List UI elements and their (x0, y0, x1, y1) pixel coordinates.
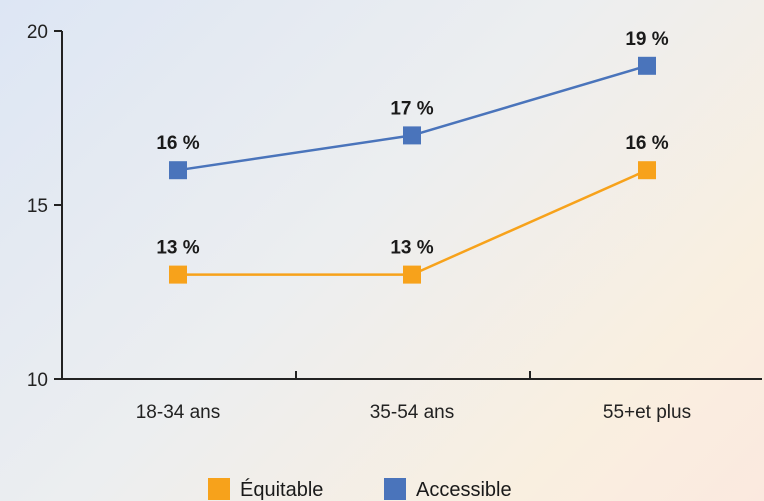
legend-label: Accessible (416, 479, 512, 501)
data-label: 17 % (390, 98, 433, 119)
data-label: 13 % (390, 238, 433, 259)
data-point (403, 126, 421, 145)
legend-swatch (384, 478, 406, 500)
legend-label: Équitable (240, 478, 323, 501)
y-ticks: 10 15 20 (27, 22, 62, 391)
legend-item: Équitable (208, 478, 323, 501)
legend-item: Accessible (384, 478, 512, 501)
series-equitable: 13 % 13 % 16 % (156, 133, 669, 284)
data-label: 16 % (156, 133, 199, 154)
data-point (638, 161, 656, 180)
y-tick-label: 15 (27, 196, 48, 217)
y-tick-label: 10 (27, 370, 48, 391)
data-point (169, 161, 187, 180)
series-accessible: 16 % 17 % 19 % (156, 29, 669, 180)
data-point (403, 265, 421, 284)
data-label: 19 % (625, 29, 668, 50)
x-ticks: 18-34 ans 35-54 ans 55+et plus (136, 371, 691, 423)
x-tick-label: 18-34 ans (136, 402, 221, 423)
legend-swatch (208, 478, 230, 500)
series-line (178, 169, 648, 276)
data-label: 13 % (156, 238, 199, 259)
chart-axes (61, 31, 762, 380)
data-point (169, 265, 187, 284)
series-layer: 13 % 13 % 16 % 16 % 17 % 19 % (156, 29, 669, 284)
y-tick-label: 20 (27, 22, 48, 43)
data-point (638, 56, 656, 75)
x-tick-label: 35-54 ans (370, 402, 455, 423)
legend: Équitable Accessible (208, 478, 512, 501)
x-tick-label: 55+et plus (603, 402, 691, 423)
data-label: 16 % (625, 133, 668, 154)
